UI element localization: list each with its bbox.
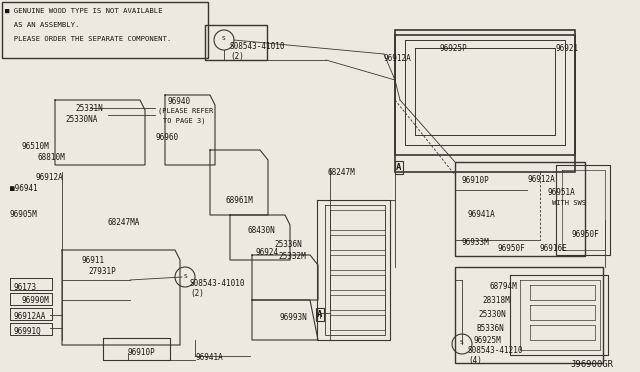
Text: S08543-41010: S08543-41010 — [229, 42, 285, 51]
Text: 27931P: 27931P — [88, 267, 116, 276]
Text: (4): (4) — [468, 356, 482, 365]
Text: ■96941: ■96941 — [10, 184, 38, 193]
Text: 96960: 96960 — [155, 133, 178, 142]
Text: A: A — [317, 310, 323, 319]
Text: 96940: 96940 — [168, 97, 191, 106]
Text: 68247MA: 68247MA — [108, 218, 140, 227]
Text: 96950F: 96950F — [498, 244, 525, 253]
Text: (PLEASE REFER: (PLEASE REFER — [158, 107, 213, 113]
Text: 96912A: 96912A — [35, 173, 63, 182]
Bar — [205, 25, 267, 60]
Text: 68430N: 68430N — [248, 226, 276, 235]
Text: 25331N: 25331N — [75, 104, 103, 113]
Text: 96933M: 96933M — [462, 238, 490, 247]
Text: S: S — [460, 340, 464, 346]
Text: 96925P: 96925P — [440, 44, 468, 53]
Text: 25332M: 25332M — [278, 252, 306, 261]
Text: 96173: 96173 — [13, 283, 36, 292]
Text: 68247M: 68247M — [328, 168, 356, 177]
Text: S: S — [222, 36, 226, 42]
Text: 96510M: 96510M — [22, 142, 50, 151]
Text: WITH SWS: WITH SWS — [552, 200, 586, 206]
Bar — [455, 162, 585, 256]
Text: (2): (2) — [190, 289, 204, 298]
Text: 96941A: 96941A — [468, 210, 496, 219]
Text: AS AN ASSEMBLY.: AS AN ASSEMBLY. — [5, 22, 79, 28]
Text: 96993N: 96993N — [280, 313, 308, 322]
Text: 96991Q: 96991Q — [13, 327, 41, 336]
Text: 96950F: 96950F — [572, 230, 600, 239]
Text: 25330N: 25330N — [478, 310, 506, 319]
Text: 96916E: 96916E — [540, 244, 568, 253]
Text: 28318M: 28318M — [482, 296, 509, 305]
Text: 96912A: 96912A — [384, 54, 412, 63]
Text: 25336N: 25336N — [274, 240, 301, 249]
Text: 96910P: 96910P — [462, 176, 490, 185]
Text: (2): (2) — [230, 52, 244, 61]
Text: S08543-41210: S08543-41210 — [467, 346, 522, 355]
Text: B5336N: B5336N — [476, 324, 504, 333]
Text: 96912A: 96912A — [527, 175, 555, 184]
Text: S08543-41010: S08543-41010 — [190, 279, 246, 288]
Text: 96951A: 96951A — [547, 188, 575, 197]
Text: 96924: 96924 — [255, 248, 278, 257]
Bar — [455, 267, 603, 363]
Text: 25330NA: 25330NA — [65, 115, 97, 124]
Text: 96921: 96921 — [556, 44, 579, 53]
Text: 96905M: 96905M — [10, 210, 38, 219]
Text: A: A — [396, 163, 402, 172]
Text: 68794M: 68794M — [490, 282, 518, 291]
Text: 96990M: 96990M — [22, 296, 50, 305]
Text: TO PAGE 3): TO PAGE 3) — [163, 117, 205, 124]
Text: J96900GR: J96900GR — [570, 360, 613, 369]
Text: 96925M: 96925M — [474, 336, 502, 345]
Text: ■ GENUINE WOOD TYPE IS NOT AVAILABLE: ■ GENUINE WOOD TYPE IS NOT AVAILABLE — [5, 8, 163, 14]
Text: 68961M: 68961M — [225, 196, 253, 205]
Text: 96912AA: 96912AA — [13, 312, 45, 321]
Text: PLEASE ORDER THE SEPARATE COMPONENT.: PLEASE ORDER THE SEPARATE COMPONENT. — [5, 36, 172, 42]
Text: 96910P: 96910P — [128, 348, 156, 357]
Text: S: S — [183, 273, 187, 279]
Text: 68810M: 68810M — [38, 153, 66, 162]
Text: 96941A: 96941A — [195, 353, 223, 362]
Bar — [395, 30, 575, 172]
Text: 96911: 96911 — [82, 256, 105, 265]
Bar — [2, 2, 208, 58]
